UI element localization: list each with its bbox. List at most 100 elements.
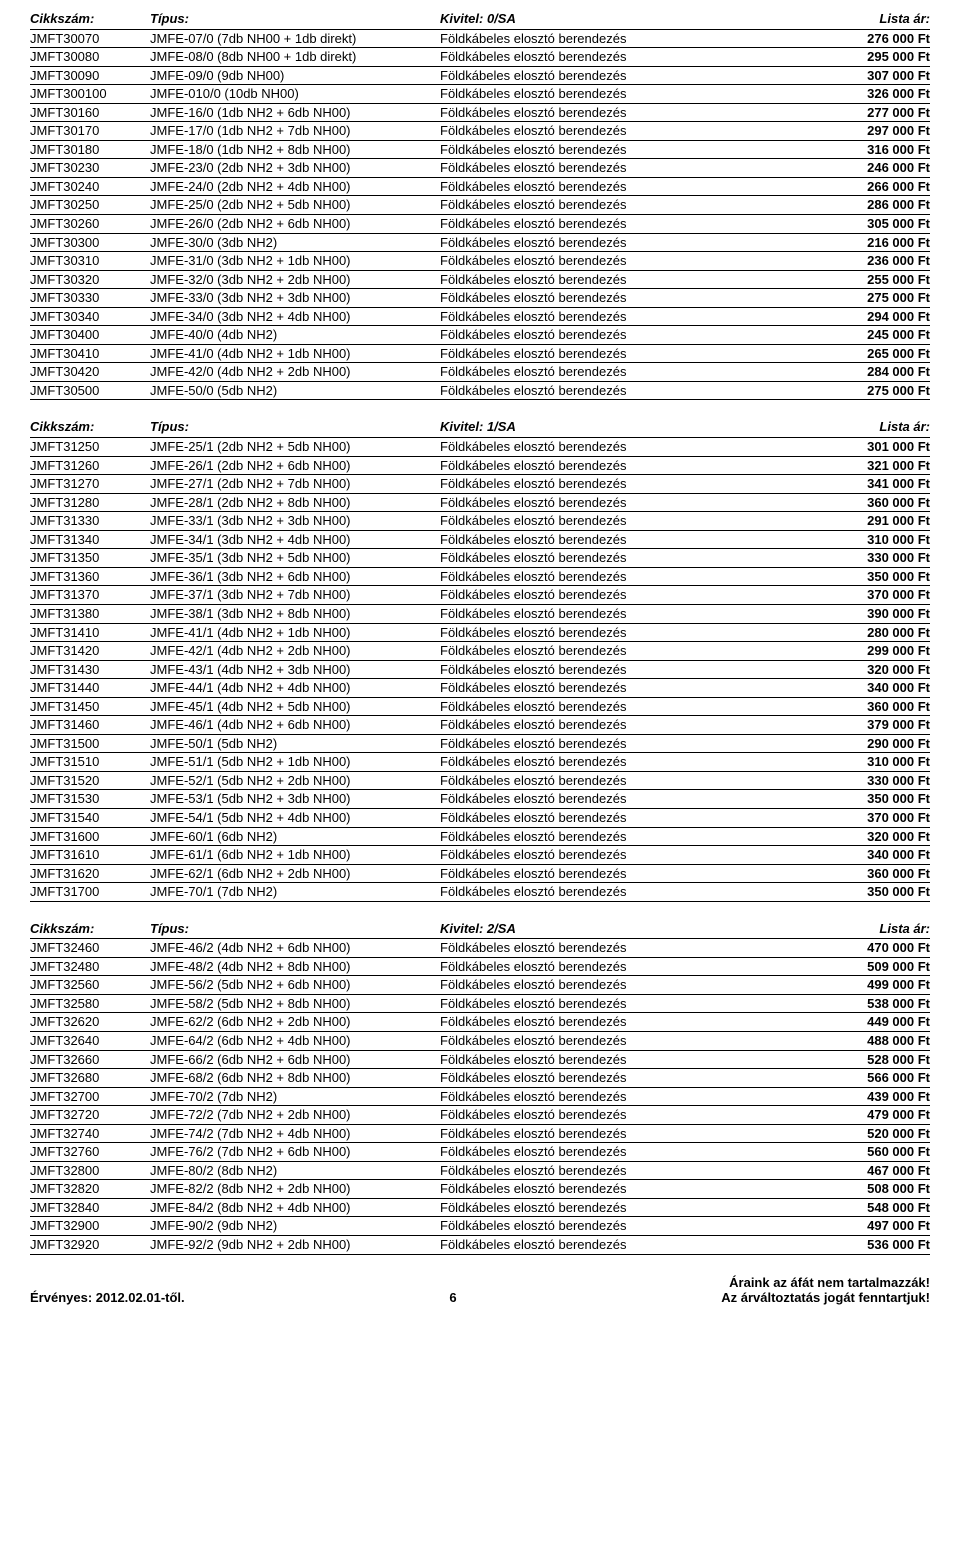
cell-c1: JMFT300100 [30,85,150,103]
cell-c3: Földkábeles elosztó berendezés [440,1199,820,1217]
header-col3: Kivitel: 1/SA [440,418,820,436]
cell-c4: 509 000 Ft [820,958,930,976]
table-row: JMFT31260JMFE-26/1 (2db NH2 + 6db NH00)F… [30,457,930,476]
cell-c4: 439 000 Ft [820,1088,930,1106]
cell-c2: JMFE-37/1 (3db NH2 + 7db NH00) [150,586,440,604]
cell-c3: Földkábeles elosztó berendezés [440,568,820,586]
cell-c4: 497 000 Ft [820,1217,930,1235]
cell-c2: JMFE-42/1 (4db NH2 + 2db NH00) [150,642,440,660]
cell-c1: JMFT32800 [30,1162,150,1180]
table-row: JMFT31540JMFE-54/1 (5db NH2 + 4db NH00)F… [30,809,930,828]
table-row: JMFT32460JMFE-46/2 (4db NH2 + 6db NH00)F… [30,939,930,958]
table-row: JMFT30070JMFE-07/0 (7db NH00 + 1db direk… [30,30,930,49]
cell-c4: 330 000 Ft [820,772,930,790]
cell-c1: JMFT31260 [30,457,150,475]
cell-c1: JMFT31340 [30,531,150,549]
cell-c2: JMFE-34/1 (3db NH2 + 4db NH00) [150,531,440,549]
cell-c4: 350 000 Ft [820,568,930,586]
cell-c2: JMFE-58/2 (5db NH2 + 8db NH00) [150,995,440,1013]
cell-c1: JMFT31330 [30,512,150,530]
cell-c1: JMFT32660 [30,1051,150,1069]
cell-c4: 370 000 Ft [820,809,930,827]
cell-c2: JMFE-72/2 (7db NH2 + 2db NH00) [150,1106,440,1124]
table-row: JMFT30320JMFE-32/0 (3db NH2 + 2db NH00)F… [30,271,930,290]
table-row: JMFT32800JMFE-80/2 (8db NH2)Földkábeles … [30,1162,930,1181]
cell-c3: Földkábeles elosztó berendezés [440,1125,820,1143]
cell-c2: JMFE-62/2 (6db NH2 + 2db NH00) [150,1013,440,1031]
cell-c1: JMFT30340 [30,308,150,326]
cell-c3: Földkábeles elosztó berendezés [440,1051,820,1069]
cell-c1: JMFT31370 [30,586,150,604]
cell-c2: JMFE-25/0 (2db NH2 + 5db NH00) [150,196,440,214]
cell-c4: 246 000 Ft [820,159,930,177]
cell-c4: 320 000 Ft [820,661,930,679]
cell-c4: 321 000 Ft [820,457,930,475]
cell-c4: 508 000 Ft [820,1180,930,1198]
table-row: JMFT30180JMFE-18/0 (1db NH2 + 8db NH00)F… [30,141,930,160]
cell-c3: Földkábeles elosztó berendezés [440,735,820,753]
cell-c4: 330 000 Ft [820,549,930,567]
cell-c4: 294 000 Ft [820,308,930,326]
cell-c2: JMFE-61/1 (6db NH2 + 1db NH00) [150,846,440,864]
cell-c2: JMFE-32/0 (3db NH2 + 2db NH00) [150,271,440,289]
cell-c1: JMFT31510 [30,753,150,771]
table-row: JMFT30250JMFE-25/0 (2db NH2 + 5db NH00)F… [30,196,930,215]
header-col1: Cikkszám: [30,418,150,436]
cell-c1: JMFT31540 [30,809,150,827]
cell-c2: JMFE-68/2 (6db NH2 + 8db NH00) [150,1069,440,1087]
cell-c4: 316 000 Ft [820,141,930,159]
cell-c2: JMFE-92/2 (9db NH2 + 2db NH00) [150,1236,440,1254]
cell-c1: JMFT32460 [30,939,150,957]
cell-c1: JMFT32840 [30,1199,150,1217]
cell-c2: JMFE-41/1 (4db NH2 + 1db NH00) [150,624,440,642]
cell-c3: Földkábeles elosztó berendezés [440,846,820,864]
table-row: JMFT30160JMFE-16/0 (1db NH2 + 6db NH00)F… [30,104,930,123]
cell-c1: JMFT31430 [30,661,150,679]
header-col4: Lista ár: [820,920,930,938]
table-row: JMFT30080JMFE-08/0 (8db NH00 + 1db direk… [30,48,930,67]
table-row: JMFT32740JMFE-74/2 (7db NH2 + 4db NH00)F… [30,1125,930,1144]
cell-c1: JMFT32820 [30,1180,150,1198]
cell-c4: 266 000 Ft [820,178,930,196]
table-header-row: Cikkszám:Típus:Kivitel: 1/SALista ár: [30,418,930,438]
cell-c1: JMFT32700 [30,1088,150,1106]
cell-c4: 284 000 Ft [820,363,930,381]
table-row: JMFT30240JMFE-24/0 (2db NH2 + 4db NH00)F… [30,178,930,197]
cell-c3: Földkábeles elosztó berendezés [440,457,820,475]
cell-c2: JMFE-48/2 (4db NH2 + 8db NH00) [150,958,440,976]
cell-c4: 467 000 Ft [820,1162,930,1180]
cell-c2: JMFE-24/0 (2db NH2 + 4db NH00) [150,178,440,196]
cell-c1: JMFT32580 [30,995,150,1013]
table-row: JMFT31280JMFE-28/1 (2db NH2 + 8db NH00)F… [30,494,930,513]
cell-c3: Földkábeles elosztó berendezés [440,772,820,790]
table-row: JMFT32560JMFE-56/2 (5db NH2 + 6db NH00)F… [30,976,930,995]
cell-c4: 360 000 Ft [820,698,930,716]
cell-c1: JMFT30170 [30,122,150,140]
table-row: JMFT31270JMFE-27/1 (2db NH2 + 7db NH00)F… [30,475,930,494]
cell-c2: JMFE-45/1 (4db NH2 + 5db NH00) [150,698,440,716]
table-row: JMFT32640JMFE-64/2 (6db NH2 + 4db NH00)F… [30,1032,930,1051]
table-row: JMFT30170JMFE-17/0 (1db NH2 + 7db NH00)F… [30,122,930,141]
cell-c3: Földkábeles elosztó berendezés [440,85,820,103]
cell-c4: 299 000 Ft [820,642,930,660]
cell-c1: JMFT30090 [30,67,150,85]
cell-c4: 370 000 Ft [820,586,930,604]
cell-c2: JMFE-18/0 (1db NH2 + 8db NH00) [150,141,440,159]
cell-c2: JMFE-90/2 (9db NH2) [150,1217,440,1235]
cell-c1: JMFT31420 [30,642,150,660]
cell-c1: JMFT30400 [30,326,150,344]
cell-c2: JMFE-34/0 (3db NH2 + 4db NH00) [150,308,440,326]
cell-c3: Földkábeles elosztó berendezés [440,196,820,214]
cell-c3: Földkábeles elosztó berendezés [440,883,820,901]
cell-c1: JMFT30500 [30,382,150,400]
cell-c2: JMFE-54/1 (5db NH2 + 4db NH00) [150,809,440,827]
cell-c2: JMFE-62/1 (6db NH2 + 2db NH00) [150,865,440,883]
cell-c4: 350 000 Ft [820,883,930,901]
table-row: JMFT31450JMFE-45/1 (4db NH2 + 5db NH00)F… [30,698,930,717]
cell-c3: Földkábeles elosztó berendezés [440,1143,820,1161]
cell-c1: JMFT30260 [30,215,150,233]
cell-c2: JMFE-52/1 (5db NH2 + 2db NH00) [150,772,440,790]
cell-c3: Földkábeles elosztó berendezés [440,512,820,530]
header-col2: Típus: [150,920,440,938]
cell-c3: Földkábeles elosztó berendezés [440,1013,820,1031]
